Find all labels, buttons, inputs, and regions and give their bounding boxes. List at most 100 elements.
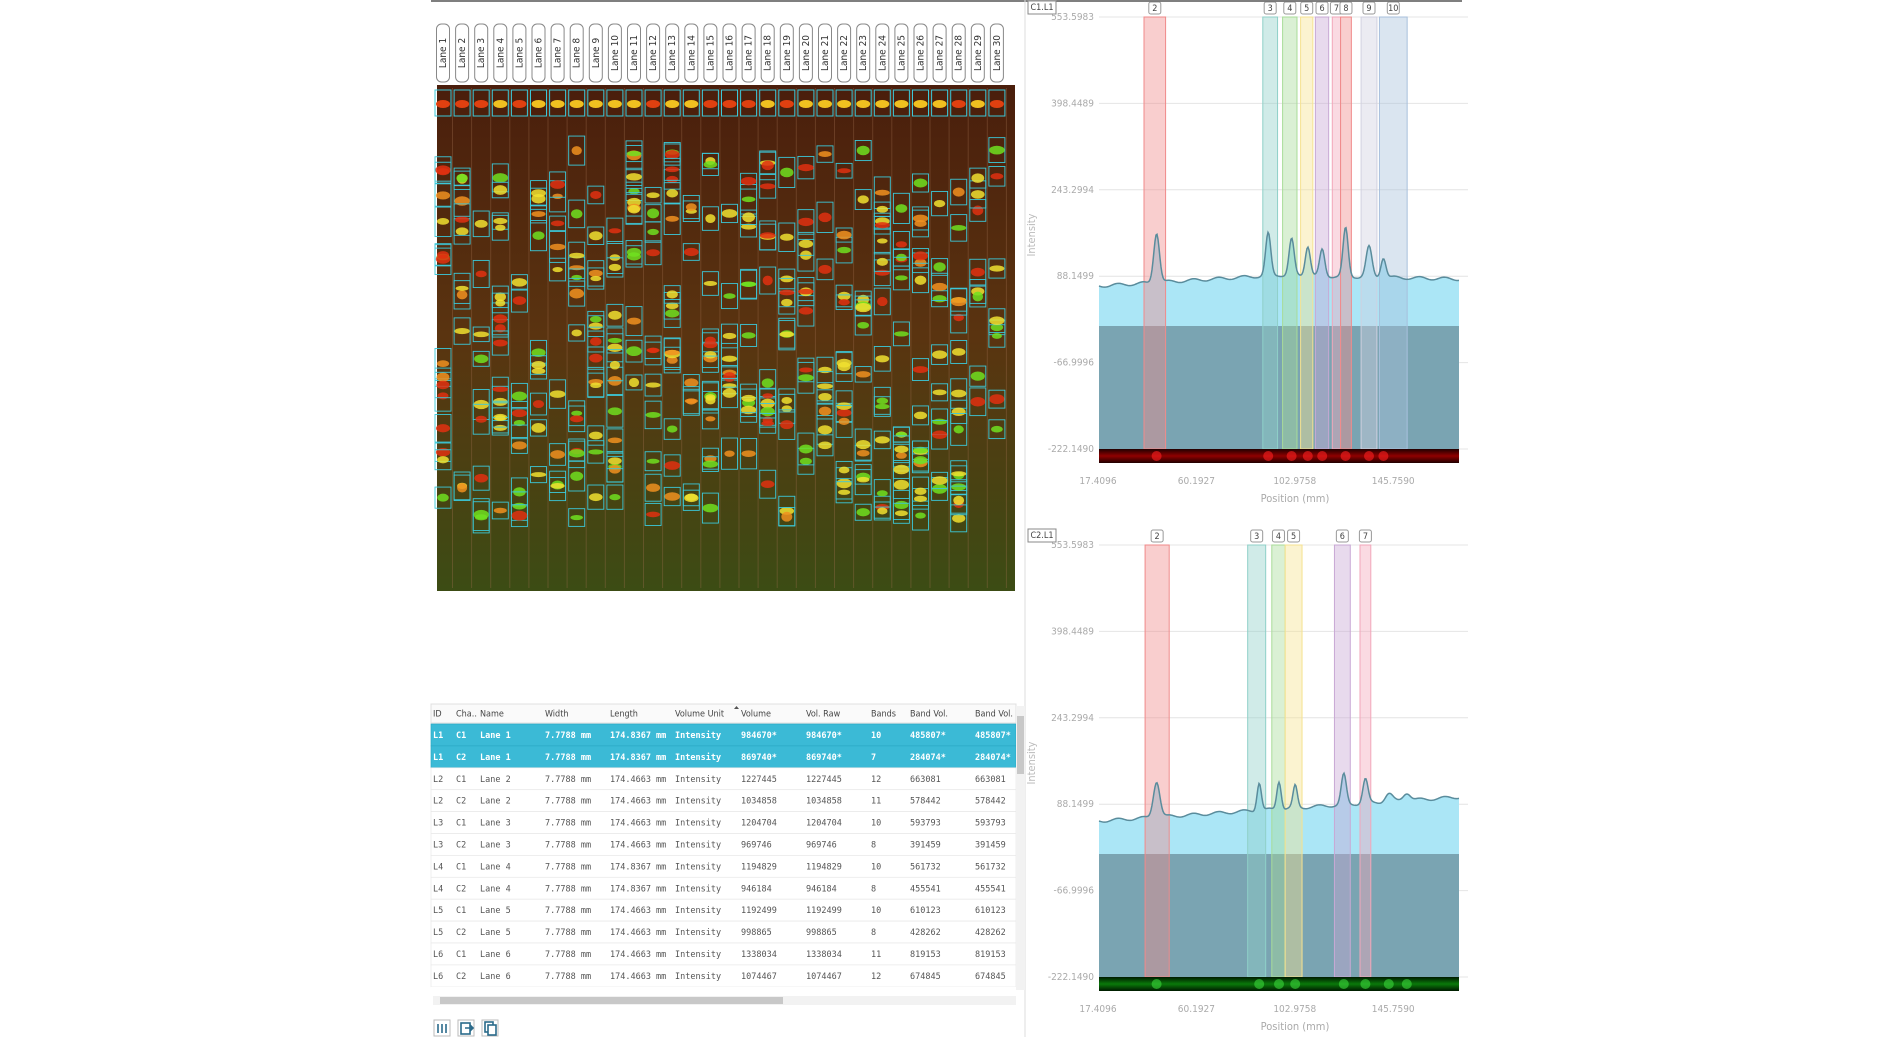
lane-label-box[interactable] [627,23,641,83]
x-axis-label: Position (mm) [1261,1020,1330,1033]
h-scroll-thumb[interactable] [440,997,783,1004]
band-region[interactable] [1144,544,1170,978]
lane-label-box[interactable] [913,23,928,83]
band-box [549,215,567,232]
gel-spot [493,185,508,195]
table-cell: 946184 [741,884,772,894]
band-tag: 4 [1276,532,1281,542]
lane-label-box[interactable] [856,23,871,83]
columns-button[interactable] [433,1019,451,1037]
gel-spot [550,483,565,489]
lane-label-box[interactable] [665,23,680,83]
column-header[interactable]: Volume Unit [675,710,724,720]
band-box [816,402,834,420]
lane-label-box[interactable] [722,23,737,83]
lane-label-box[interactable] [818,23,832,83]
band-box [721,366,738,388]
band-region[interactable] [1314,16,1330,450]
band-region[interactable] [1247,544,1267,978]
column-header[interactable]: Volume [741,710,771,720]
lane-label-box[interactable] [588,23,603,83]
band-region[interactable] [1143,16,1167,450]
band-region[interactable] [1378,16,1408,450]
column-header[interactable]: Length [610,710,638,720]
y-tick-label: -222.1490 [1048,444,1094,455]
lane-label-box[interactable] [684,23,699,83]
lane-label-box[interactable] [932,23,947,83]
column-header[interactable]: Band Vol. [910,710,948,720]
table-cell: 1034858 [741,797,777,807]
lane-label-box[interactable] [646,23,661,83]
band-region[interactable] [1282,16,1298,450]
gel-spot [797,164,814,172]
lane-label-box[interactable] [436,23,450,83]
column-header[interactable]: Cha.. [456,710,477,720]
lane-label-box[interactable] [569,23,584,83]
gel-spot [571,329,582,337]
band-box [988,308,1006,334]
band-box [721,283,738,310]
table-cell: 7.7788 mm [545,775,591,785]
band-region[interactable] [1300,16,1314,450]
gel-spot [607,337,622,344]
lane-label-box[interactable] [455,23,470,83]
gel-spot [972,291,984,302]
band-region[interactable] [1360,16,1378,450]
band-box [530,204,547,224]
band-region[interactable] [1271,544,1286,978]
lane-label-box[interactable] [493,23,508,83]
lane-label-box[interactable] [837,23,852,83]
band-region[interactable] [1262,16,1279,450]
band-region[interactable] [1333,544,1351,978]
band-region[interactable] [1340,16,1352,450]
lane-label-box[interactable] [607,23,622,83]
lane-label-box[interactable] [474,23,489,83]
band-box [606,395,624,428]
column-header[interactable]: Vol. Raw [806,710,841,720]
copy-button[interactable] [481,1019,499,1037]
band-box [510,288,528,313]
column-header[interactable]: ID [433,710,442,720]
lane-label-box[interactable] [703,23,718,83]
v-scroll-thumb[interactable] [1017,716,1024,774]
table-cell: 174.4663 mm [610,819,666,829]
band-box [491,501,509,520]
lane-label-box[interactable] [531,23,546,83]
column-header[interactable]: Band Vol. [975,710,1013,720]
band-box [701,153,719,176]
column-header[interactable]: Width [545,710,569,720]
plot-tag-box[interactable] [1027,528,1057,543]
column-header[interactable]: Bands [871,710,896,720]
column-header[interactable]: Name [480,710,504,720]
table-cell: 174.8367 mm [610,862,666,872]
band-region[interactable] [1359,544,1372,978]
plot-tag-box[interactable] [1027,0,1057,15]
gel-spot [627,100,641,108]
band-box [912,358,929,381]
v-scrollbar[interactable] [1016,706,1025,990]
gel-spot [779,507,795,515]
band-box [587,226,605,245]
lane-label-box[interactable] [989,23,1004,83]
band-region[interactable] [1331,16,1342,450]
lane-label-box[interactable] [512,23,527,83]
x-tick-label: 17.4096 [1079,476,1116,487]
band-box [969,285,987,308]
lane-label-box[interactable] [951,23,966,83]
lane-label-box[interactable] [894,23,909,83]
lane-label-box[interactable] [798,23,813,83]
gel-spot [953,313,964,322]
gel-spot [953,425,964,434]
table-cell: Intensity [675,906,721,916]
table-cell: C2 [456,753,466,763]
lane-label-box[interactable] [779,23,794,83]
lane-label-box[interactable] [970,23,985,83]
band-region[interactable] [1284,544,1303,978]
lane-label-box[interactable] [741,23,756,83]
band-tag: 3 [1254,532,1259,542]
band-box [663,182,681,205]
lane-label-box[interactable] [875,23,890,83]
export-button[interactable] [457,1019,475,1037]
lane-label-box[interactable] [550,23,565,83]
lane-label-box[interactable] [760,23,775,83]
